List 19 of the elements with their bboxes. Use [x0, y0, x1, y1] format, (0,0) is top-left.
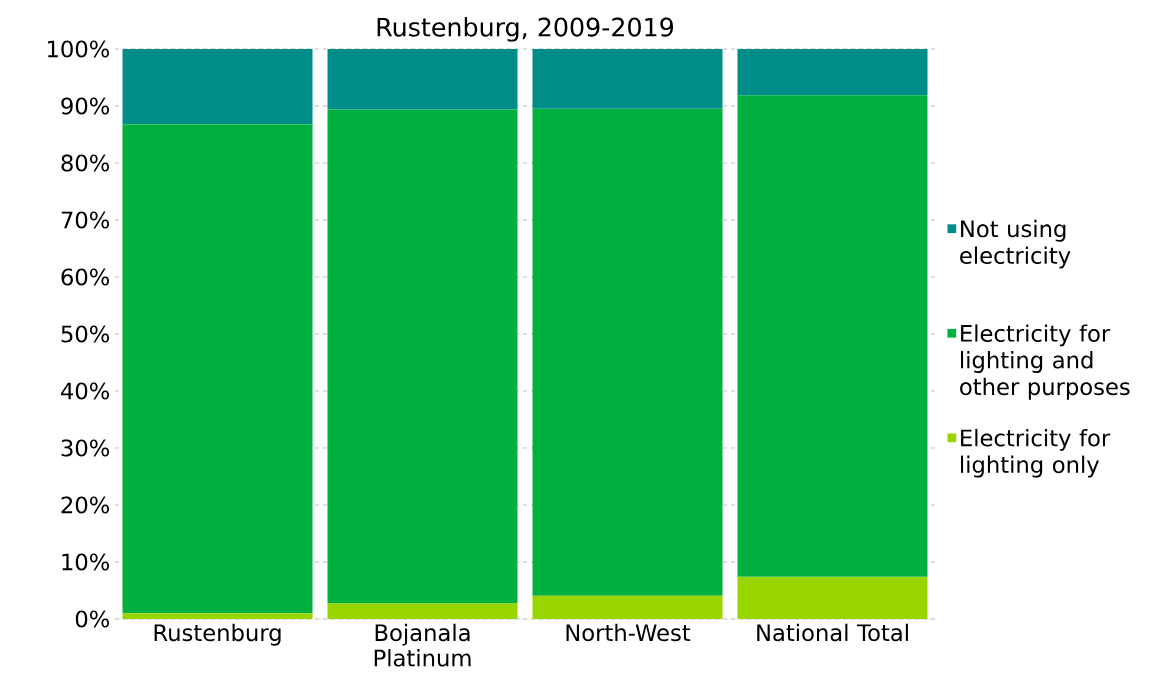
- y-tick-label: 10%: [62, 553, 110, 571]
- x-tick-label: Rustenburg: [154, 623, 281, 646]
- y-tick-label: 0%: [75, 610, 110, 628]
- legend-label: Not using electricity: [960, 219, 1071, 269]
- x-tick-label: National Total: [757, 623, 908, 642]
- legend-label: Electricity for lighting only: [961, 428, 1111, 478]
- y-tick-label: 80%: [61, 154, 110, 172]
- x-tick-label: Bojanala Platinum: [374, 623, 471, 667]
- legend-label: Electricity for lighting and other purposes: [960, 324, 1130, 400]
- y-tick-label: 30%: [61, 439, 110, 457]
- x-tick-label: North-West: [566, 623, 691, 642]
- y-tick-label: 70%: [61, 211, 110, 229]
- y-tick-label: 60%: [61, 268, 110, 286]
- y-tick-label: 20%: [61, 496, 110, 514]
- y-tick-label: 100%: [47, 40, 110, 58]
- y-tick-label: 40%: [61, 382, 110, 400]
- chart-title: Rustenburg, 2009-2019: [377, 17, 674, 42]
- y-tick-label: 90%: [61, 97, 110, 115]
- y-tick-label: 50%: [61, 325, 110, 343]
